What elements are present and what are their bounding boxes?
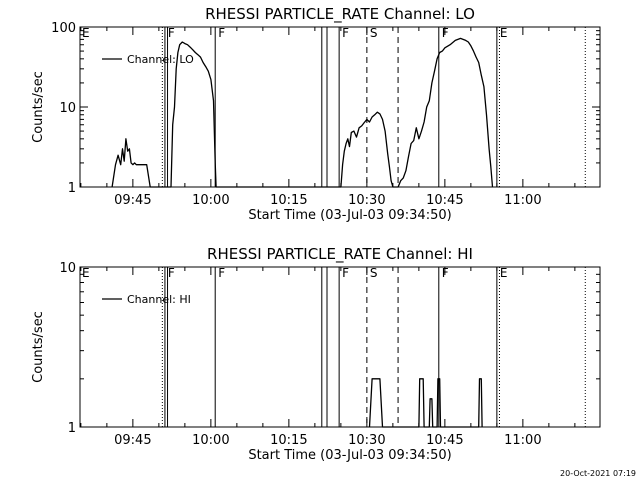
event-marker-label: F xyxy=(342,266,349,280)
x-tick-label: 09:45 xyxy=(114,193,151,208)
chart-title: RHESSI PARTICLE_RATE Channel: LO xyxy=(205,5,475,24)
event-marker-label: E xyxy=(500,26,508,40)
y-tick-label: 1 xyxy=(68,421,76,436)
x-tick-label: 10:45 xyxy=(426,433,463,448)
event-marker-label: F xyxy=(168,266,175,280)
x-tick-label: 10:15 xyxy=(270,193,307,208)
event-marker-label: S xyxy=(370,26,378,40)
panel-hi: RHESSI PARTICLE_RATE Channel: HI 1 10 09:45… xyxy=(31,245,601,463)
y-axis-label: Counts/sec xyxy=(31,311,46,383)
event-marker-label: E xyxy=(82,266,90,280)
y-tick-label: 1 xyxy=(68,181,76,196)
event-marker-label: F xyxy=(342,26,349,40)
x-axis-label: Start Time (03-Jul-03 09:34:50) xyxy=(248,448,451,463)
event-marker-label: F xyxy=(218,266,225,280)
y-tick-label: 100 xyxy=(51,21,76,36)
panel-lo: RHESSI PARTICLE_RATE Channel: LO 1 10 100 09… xyxy=(31,5,601,223)
x-tick-label: 10:30 xyxy=(348,433,385,448)
event-marker-label: F xyxy=(218,26,225,40)
plot-frame xyxy=(79,266,601,428)
series-line xyxy=(111,37,494,188)
y-tick-label: 10 xyxy=(59,101,76,116)
series-line xyxy=(368,378,483,428)
x-axis-label: Start Time (03-Jul-03 09:34:50) xyxy=(248,208,451,223)
x-tick-label: 11:00 xyxy=(504,433,541,448)
event-marker-label: E xyxy=(82,26,90,40)
x-tick-label: 10:30 xyxy=(348,193,385,208)
x-tick-label: 11:00 xyxy=(504,193,541,208)
plot-frame xyxy=(79,26,601,188)
y-tick-label: 10 xyxy=(59,261,76,276)
event-marker-label: E xyxy=(500,266,508,280)
event-marker-label: F xyxy=(442,26,449,40)
x-tick-label: 10:00 xyxy=(192,193,229,208)
x-tick-label: 10:00 xyxy=(192,433,229,448)
event-marker-label: F xyxy=(442,266,449,280)
event-marker-label: F xyxy=(168,26,175,40)
x-tick-label: 10:15 xyxy=(270,433,307,448)
chart-title: RHESSI PARTICLE_RATE Channel: HI xyxy=(207,245,473,264)
legend-label: Channel: LO xyxy=(127,53,194,66)
x-tick-label: 10:45 xyxy=(426,193,463,208)
x-tick-label: 09:45 xyxy=(114,433,151,448)
legend-label: Channel: HI xyxy=(127,293,191,306)
event-marker-label: S xyxy=(370,266,378,280)
y-axis-label: Counts/sec xyxy=(31,71,46,143)
footer-timestamp-text: 20-Oct-2021 07:19 xyxy=(560,469,636,478)
